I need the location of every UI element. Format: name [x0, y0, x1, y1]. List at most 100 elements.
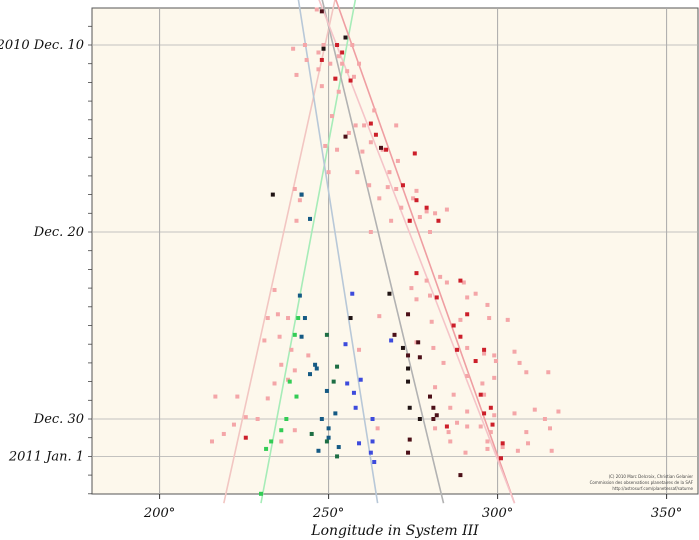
trend-line	[260, 0, 357, 504]
data-point	[444, 280, 449, 285]
data-point	[385, 185, 390, 190]
data-point	[428, 293, 432, 298]
data-point	[546, 370, 551, 375]
data-point	[434, 413, 439, 418]
data-point	[321, 43, 326, 47]
data-point	[314, 7, 319, 12]
data-point	[286, 316, 291, 321]
data-point	[209, 439, 214, 444]
trend-line	[335, 0, 516, 504]
data-point	[547, 426, 552, 431]
data-point	[319, 57, 324, 62]
data-point	[458, 278, 463, 283]
data-point	[424, 205, 429, 210]
data-point	[353, 123, 358, 128]
data-point	[424, 278, 429, 283]
data-point	[348, 316, 353, 321]
data-point	[372, 108, 377, 113]
data-point	[370, 417, 375, 421]
data-point	[373, 132, 378, 137]
data-point	[302, 43, 307, 47]
data-point	[395, 158, 400, 163]
data-point	[473, 359, 478, 364]
data-point	[326, 435, 331, 440]
data-point	[351, 74, 356, 79]
data-point	[389, 218, 394, 223]
trend-line	[321, 0, 445, 504]
data-point	[378, 145, 383, 150]
x-tick-label: 200°	[143, 506, 175, 521]
data-point	[465, 424, 470, 429]
data-point	[357, 347, 362, 352]
data-point	[333, 411, 338, 416]
data-point	[292, 186, 297, 191]
data-point	[221, 431, 226, 436]
data-point	[357, 441, 362, 446]
data-point	[333, 76, 338, 81]
data-point	[231, 422, 236, 427]
data-point	[265, 316, 270, 321]
data-point	[455, 347, 460, 352]
data-point	[340, 50, 345, 55]
data-point	[284, 417, 289, 421]
data-point	[309, 431, 314, 436]
data-point	[336, 445, 341, 450]
data-point	[407, 437, 412, 442]
data-point	[243, 415, 248, 420]
data-point	[340, 61, 345, 66]
data-point	[213, 394, 218, 399]
data-point	[451, 323, 456, 328]
data-point	[482, 392, 487, 397]
data-point	[412, 151, 417, 156]
data-point	[335, 147, 340, 152]
data-point	[431, 417, 436, 421]
data-point	[324, 388, 329, 393]
data-point	[279, 428, 284, 433]
data-point	[463, 450, 468, 455]
data-point	[368, 140, 373, 145]
data-point	[524, 430, 529, 435]
credit-line: Commission des observations planetaires …	[590, 480, 694, 485]
data-point	[411, 196, 416, 201]
data-point	[335, 43, 340, 47]
data-point	[487, 316, 492, 321]
data-point	[289, 347, 294, 352]
data-point	[297, 293, 302, 298]
credit-line: (C) 2010 Marc Delcroix, Christian Gelani…	[609, 474, 694, 479]
data-point	[480, 381, 485, 386]
data-point	[377, 314, 382, 319]
data-point	[377, 196, 382, 201]
data-point	[526, 441, 531, 446]
data-point	[299, 192, 304, 197]
data-point	[392, 332, 397, 337]
data-point	[372, 460, 377, 465]
data-point	[431, 345, 436, 350]
data-point	[319, 9, 324, 14]
data-point	[296, 316, 301, 321]
data-point	[458, 334, 463, 339]
data-point	[350, 43, 355, 47]
data-point	[345, 69, 350, 74]
data-point	[492, 375, 497, 380]
trend-line	[297, 0, 379, 504]
data-point	[512, 411, 517, 416]
data-point	[368, 121, 373, 126]
data-point	[351, 390, 356, 395]
y-tick-label: 2011 Jan. 1	[8, 449, 84, 464]
data-point	[331, 379, 336, 384]
data-point	[455, 420, 460, 425]
data-point	[446, 430, 451, 435]
data-point	[406, 450, 411, 455]
credit-line: http://astrosurf.com/planetessaf/saturne	[612, 486, 693, 491]
data-point	[375, 426, 380, 431]
data-point	[409, 286, 414, 291]
data-point	[444, 207, 449, 212]
data-point	[406, 366, 411, 371]
data-point	[406, 379, 411, 384]
data-point	[417, 215, 422, 220]
axes: 200° 250° 300° 350° 2010 Dec. 10 Dec. 20 Dec. …	[0, 25, 682, 521]
grid	[92, 8, 698, 494]
data-point	[416, 340, 421, 345]
data-point	[345, 381, 350, 386]
